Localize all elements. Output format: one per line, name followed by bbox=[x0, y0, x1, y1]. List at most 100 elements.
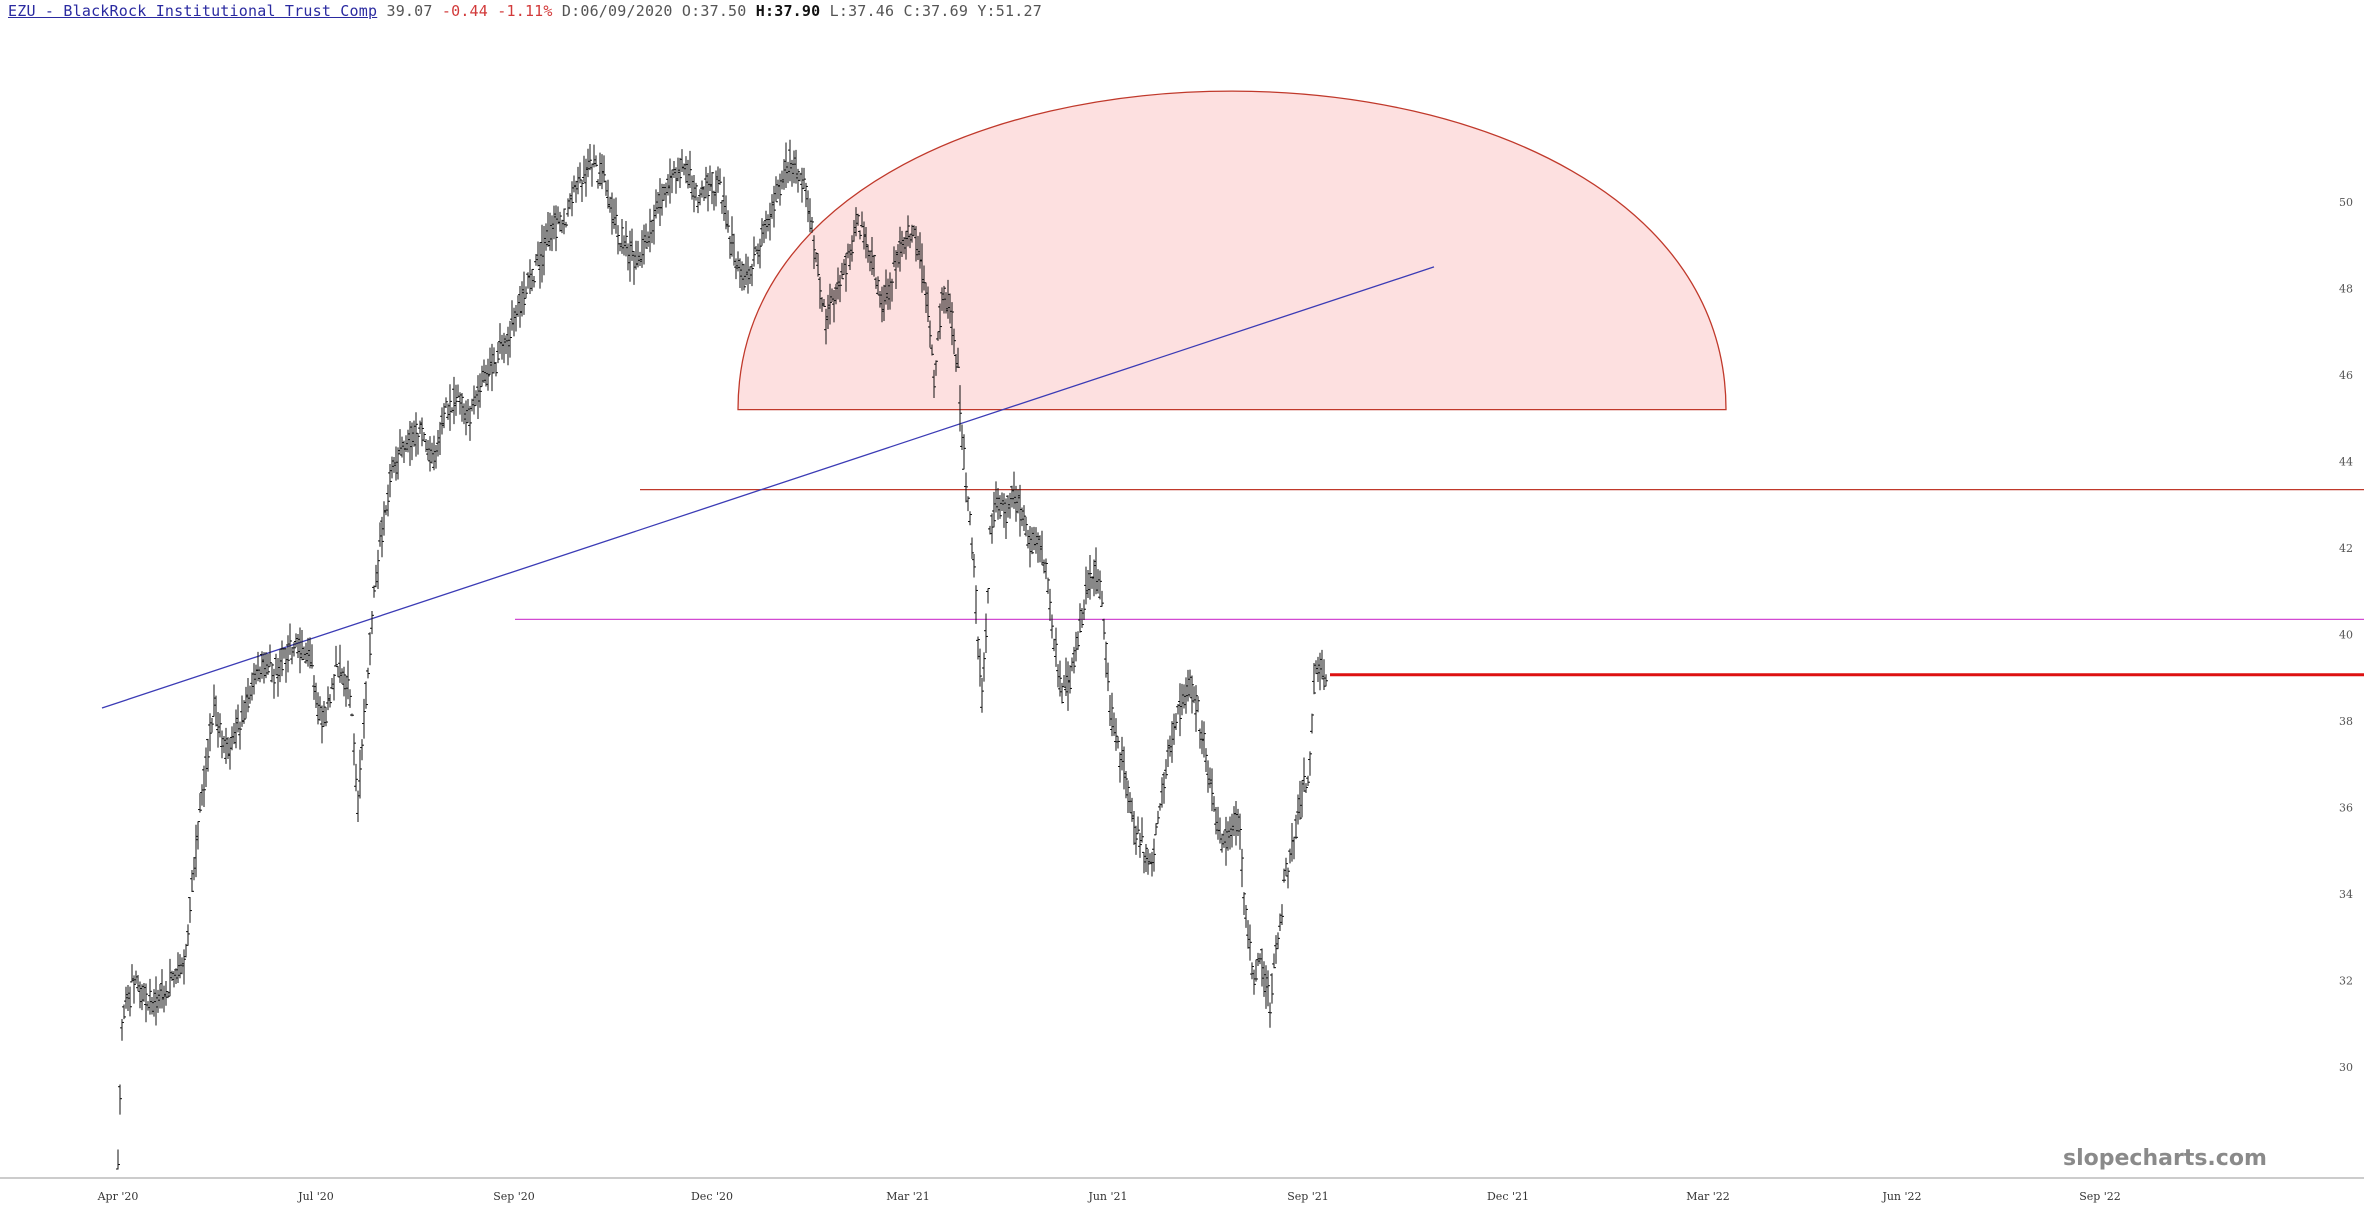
ohlc-bar bbox=[1218, 817, 1222, 844]
ohlc-bar bbox=[1124, 770, 1128, 799]
x-tick-label: Jun '22 bbox=[1881, 1190, 1921, 1203]
ohlc-bar bbox=[570, 181, 574, 217]
ohlc-bar bbox=[1002, 493, 1006, 528]
y-tick-label: 46 bbox=[2339, 369, 2353, 382]
ohlc-bar bbox=[168, 958, 172, 997]
ohlc-bar bbox=[1214, 807, 1218, 835]
ohlc-bar bbox=[684, 156, 688, 184]
ohlc-bar bbox=[436, 429, 440, 457]
ohlc-bar bbox=[818, 276, 822, 309]
ohlc-bar bbox=[556, 206, 560, 225]
ohlc-bar bbox=[542, 226, 546, 276]
watermark: slopecharts.com bbox=[2063, 1146, 2267, 1171]
ohlc-bar bbox=[560, 219, 564, 234]
ohlc-bar bbox=[580, 179, 584, 203]
ohlc-bar bbox=[838, 274, 842, 303]
ohlc-bar bbox=[708, 165, 712, 191]
ohlc-bar bbox=[488, 347, 492, 376]
ohlc-bar bbox=[780, 170, 784, 190]
ohlc-bar bbox=[1226, 821, 1230, 851]
ohlc-bar bbox=[370, 610, 374, 635]
ohlc-bar bbox=[928, 320, 932, 348]
ohlc-bar bbox=[368, 632, 372, 666]
ohlc-bar bbox=[1266, 970, 1270, 1007]
ohlc-bar bbox=[1190, 675, 1194, 714]
ohlc-bar bbox=[1026, 529, 1030, 549]
ohlc-bar bbox=[272, 668, 276, 699]
ohlc-bar bbox=[646, 231, 650, 247]
ohlc-bar bbox=[1082, 599, 1086, 621]
x-tick-label: Dec '21 bbox=[1487, 1190, 1529, 1203]
ohlc-bar bbox=[816, 253, 820, 277]
y-label: Y: bbox=[977, 2, 996, 20]
ohlc-bar bbox=[804, 182, 808, 208]
ohlc-bar bbox=[224, 727, 228, 764]
ohlc-bar bbox=[1070, 657, 1074, 672]
ohlc-bar bbox=[390, 456, 394, 479]
ohlc-bar bbox=[840, 262, 844, 280]
ohlc-bar bbox=[1236, 808, 1240, 837]
ohlc-bar bbox=[528, 259, 532, 294]
ohlc-bar bbox=[210, 717, 214, 733]
ohlc-bar bbox=[470, 398, 474, 412]
ohlc-bar bbox=[746, 256, 750, 294]
ohlc-bar bbox=[292, 642, 296, 657]
ohlc-bar bbox=[1168, 735, 1172, 757]
ohlc-bar bbox=[202, 765, 206, 807]
ohlc-bar bbox=[712, 190, 716, 211]
ohlc-bar bbox=[266, 653, 270, 675]
ohlc-bar bbox=[1110, 692, 1114, 737]
ohlc-bar bbox=[336, 666, 340, 678]
ohlc-bar bbox=[258, 666, 262, 683]
ohlc-bar bbox=[526, 272, 530, 289]
ohlc-bar bbox=[394, 446, 398, 481]
ohlc-bar bbox=[1184, 677, 1188, 714]
ohlc-bar bbox=[1250, 962, 1254, 980]
ohlc-bar bbox=[1040, 530, 1044, 566]
ohlc-bar bbox=[1306, 775, 1310, 787]
ohlc-bar bbox=[1178, 683, 1182, 737]
ohlc-bar bbox=[310, 644, 314, 669]
ohlc-bar bbox=[1136, 816, 1140, 835]
ohlc-bar bbox=[984, 613, 988, 654]
ohlc-bar bbox=[582, 155, 586, 183]
ohlc-bar bbox=[754, 245, 758, 252]
ohlc-bar bbox=[440, 407, 444, 435]
ohlc-bar bbox=[1200, 720, 1204, 755]
ohlc-bar bbox=[238, 721, 242, 750]
ohlc-bar bbox=[514, 304, 518, 332]
ohlc-bar bbox=[150, 997, 154, 1015]
ohlc-bar bbox=[240, 695, 244, 727]
ohlc-bar bbox=[348, 689, 352, 708]
ohlc-bar bbox=[378, 522, 382, 547]
ohlc-bar bbox=[178, 954, 182, 979]
ohlc-bar bbox=[682, 163, 686, 176]
ohlc-bar bbox=[1062, 675, 1066, 688]
ohlc-bar bbox=[1278, 913, 1282, 932]
ohlc-bar bbox=[1126, 780, 1130, 813]
ohlc-bar bbox=[388, 463, 392, 498]
ohlc-bar bbox=[1028, 525, 1032, 568]
ohlc-bar bbox=[640, 230, 644, 268]
ohlc-bar bbox=[342, 666, 346, 697]
ohlc-bar bbox=[212, 684, 216, 717]
ohlc-bar bbox=[414, 412, 418, 457]
ohlc-bar bbox=[1316, 656, 1320, 682]
ohlc-bar bbox=[468, 405, 472, 441]
ohlc-bar bbox=[520, 281, 524, 317]
ohlc-bar bbox=[146, 1001, 150, 1011]
ohlc-bar bbox=[794, 149, 798, 184]
ohlc-bar bbox=[206, 738, 210, 772]
ohlc-bar bbox=[702, 186, 706, 202]
ticker-link[interactable]: EZU - BlackRock Institutional Trust Comp bbox=[8, 2, 378, 20]
ohlc-bar bbox=[280, 640, 284, 677]
ohlc-bar bbox=[1090, 576, 1094, 589]
ohlc-bar bbox=[716, 166, 720, 193]
ohlc-bar bbox=[358, 749, 362, 799]
ohlc-bar bbox=[412, 420, 416, 447]
ohlc-bar bbox=[1246, 920, 1250, 949]
ohlc-bar bbox=[810, 216, 814, 233]
ohlc-bar bbox=[1140, 817, 1144, 843]
ohlc-bar bbox=[334, 645, 338, 667]
